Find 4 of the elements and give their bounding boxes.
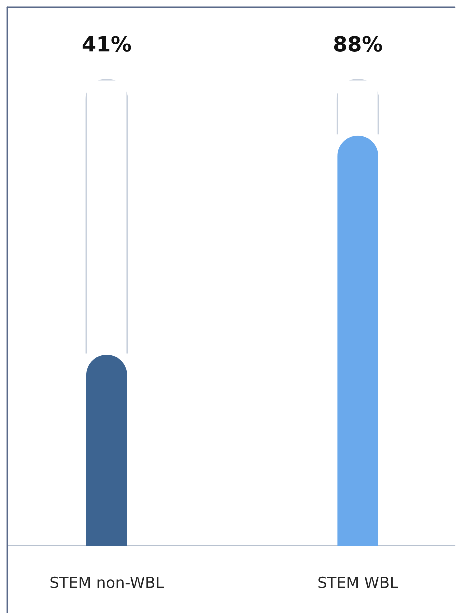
x-tick-label: STEM WBL (318, 576, 398, 588)
data-label: 88% (334, 36, 382, 52)
data-label: 41% (82, 36, 132, 52)
x-tick-label: STEM non-WBL (50, 576, 164, 588)
